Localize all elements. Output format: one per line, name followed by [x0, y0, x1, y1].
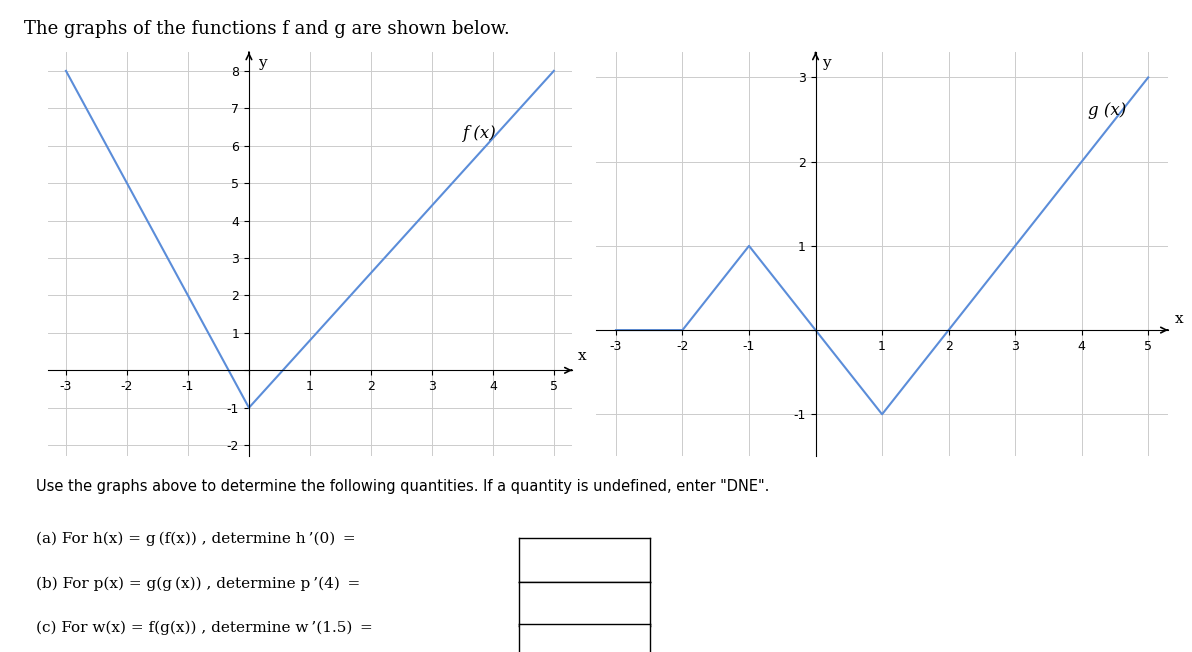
Text: The graphs of the functions f and g are shown below.: The graphs of the functions f and g are …: [24, 20, 510, 38]
Text: Use the graphs above to determine the following quantities. If a quantity is und: Use the graphs above to determine the fo…: [36, 479, 769, 494]
Text: (b) For p(x) = g(g (x)) , determine p ’(4) =: (b) For p(x) = g(g (x)) , determine p ’(…: [36, 577, 360, 591]
Text: x: x: [578, 349, 586, 363]
Text: g (x): g (x): [1088, 102, 1126, 119]
Text: y: y: [822, 56, 831, 70]
Text: (a) For h(x) = g (f(x)) , determine h ’(0) =: (a) For h(x) = g (f(x)) , determine h ’(…: [36, 531, 355, 546]
Text: x: x: [1175, 312, 1184, 326]
Text: (c) For w(x) = f(g(x)) , determine w ’(1.5) =: (c) For w(x) = f(g(x)) , determine w ’(1…: [36, 621, 373, 635]
Text: y: y: [259, 56, 267, 70]
Text: f (x): f (x): [462, 125, 496, 142]
